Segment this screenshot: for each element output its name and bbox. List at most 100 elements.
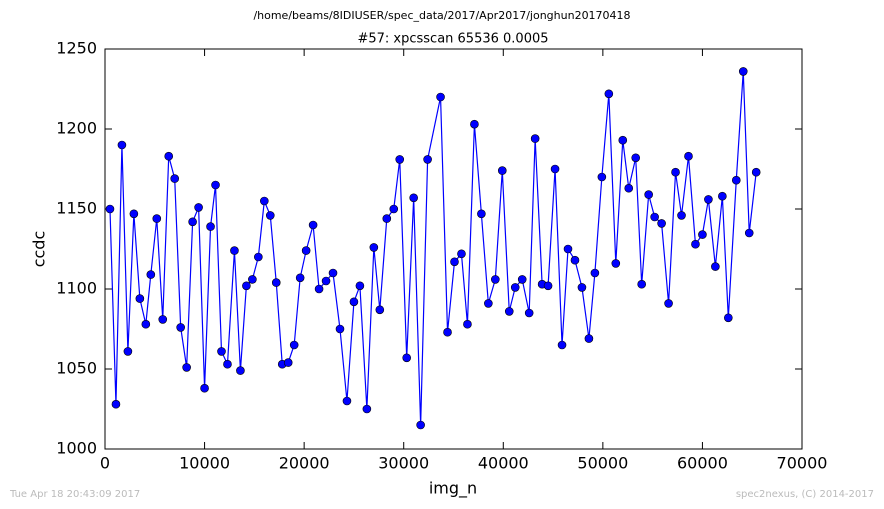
data-point — [117, 140, 127, 150]
data-point — [624, 183, 634, 193]
x-tick-label: 40000 — [478, 454, 529, 473]
footer-left: Tue Apr 18 20:43:09 2017 — [9, 489, 140, 500]
data-point — [123, 347, 133, 356]
data-point — [395, 155, 405, 164]
data-point — [402, 353, 412, 363]
data-point — [450, 257, 459, 267]
data-point — [470, 119, 479, 129]
data-point — [146, 270, 156, 279]
data-point — [135, 294, 145, 303]
data-point — [691, 239, 700, 249]
data-point — [314, 284, 324, 294]
data-point — [105, 204, 115, 214]
data-point — [194, 203, 203, 212]
plot-frame — [104, 48, 803, 450]
data-point — [510, 283, 520, 292]
data-point — [684, 151, 693, 161]
data-point — [152, 214, 162, 223]
data-point — [129, 209, 139, 219]
data-point — [200, 383, 209, 393]
x-tick-label: 50000 — [577, 454, 628, 473]
data-point — [504, 307, 514, 316]
data-point — [242, 281, 251, 291]
data-point — [182, 363, 191, 372]
data-point — [611, 259, 621, 268]
data-point — [644, 190, 653, 199]
data-point — [236, 366, 245, 375]
data-point — [271, 278, 281, 287]
data-point — [517, 275, 527, 284]
data-point — [744, 228, 754, 238]
data-point — [308, 220, 318, 230]
x-tick-label: 30000 — [378, 454, 429, 473]
data-point — [570, 255, 580, 265]
data-point — [248, 275, 257, 284]
x-axis-label: img_n — [429, 479, 477, 499]
data-point — [731, 175, 741, 185]
data-point — [491, 275, 500, 284]
x-tick-label: 10000 — [179, 454, 230, 473]
data-point — [698, 230, 707, 239]
data-point — [164, 151, 174, 161]
data-point — [362, 404, 372, 414]
data-point — [718, 191, 727, 201]
data-point — [563, 244, 573, 254]
data-point — [335, 324, 345, 334]
data-point — [141, 319, 151, 329]
data-point — [457, 249, 466, 259]
data-point — [230, 246, 239, 255]
x-tick-label: 0 — [100, 454, 110, 473]
data-point — [283, 358, 293, 367]
data-point — [751, 167, 761, 177]
y-tick-label: 1100 — [56, 279, 97, 298]
data-point — [436, 92, 445, 102]
data-point — [443, 327, 452, 337]
data-point — [170, 174, 179, 183]
data-point — [423, 155, 432, 164]
chart-title: #57: xpcsscan 65536 0.0005 — [357, 32, 548, 47]
data-point — [416, 420, 425, 430]
data-point — [295, 273, 305, 283]
data-point — [301, 246, 311, 255]
data-point — [409, 193, 418, 203]
footer-right: spec2nexus, (C) 2014-2017 — [736, 489, 874, 500]
y-axis-label: ccdc — [30, 231, 49, 268]
data-point — [704, 195, 713, 204]
data-point — [265, 211, 275, 220]
data-point — [349, 297, 359, 307]
data-point — [260, 196, 269, 206]
data-point — [497, 166, 507, 175]
data-point — [590, 268, 600, 278]
data-point — [211, 180, 220, 190]
data-point — [254, 252, 263, 262]
data-point — [342, 396, 352, 406]
y-tick-label: 1150 — [56, 199, 97, 218]
data-point — [328, 268, 338, 278]
data-point — [389, 204, 399, 214]
x-tick-label: 20000 — [279, 454, 330, 473]
data-point — [289, 340, 299, 350]
data-point — [631, 153, 641, 163]
data-point — [188, 217, 197, 227]
x-tick-label: 70000 — [777, 454, 828, 473]
data-point — [657, 219, 666, 228]
data-point — [223, 359, 232, 369]
data-point — [738, 67, 748, 76]
data-line — [109, 71, 757, 426]
data-point — [524, 308, 534, 318]
data-point — [369, 243, 379, 252]
data-point — [530, 134, 540, 143]
data-point — [355, 281, 365, 291]
data-point — [671, 167, 680, 177]
y-tick-label: 1200 — [56, 119, 97, 138]
data-point — [577, 283, 587, 292]
data-point — [206, 222, 215, 231]
data-point — [650, 212, 659, 222]
data-point — [664, 299, 673, 308]
data-point — [111, 399, 121, 409]
data-point — [550, 164, 560, 174]
data-point — [158, 315, 168, 324]
suptitle: /home/beams/8IDIUSER/spec_data/2017/Apr2… — [253, 9, 630, 22]
y-tick-label: 1250 — [56, 39, 97, 58]
